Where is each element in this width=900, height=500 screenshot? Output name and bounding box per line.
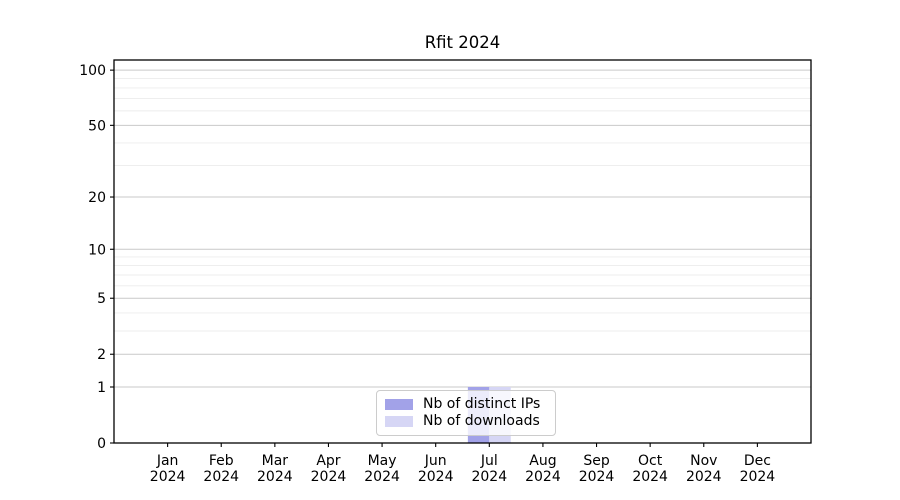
x-tick-year-label: 2024 [525, 469, 561, 485]
x-tick-year-label: 2024 [203, 469, 239, 485]
x-tick-label: Aug [529, 453, 556, 469]
x-tick-year-label: 2024 [311, 469, 347, 485]
x-tick-label: Feb [209, 453, 234, 469]
x-tick-label: Jan [156, 453, 179, 469]
x-tick-year-label: 2024 [364, 469, 400, 485]
legend-label-distinct-ips: Nb of distinct IPs [423, 395, 541, 412]
legend-swatch-distinct-ips [385, 398, 413, 410]
plot-frame [113, 59, 812, 444]
y-tick-label: 0 [97, 436, 106, 452]
y-tick-label: 1 [97, 380, 106, 396]
x-tick-year-label: 2024 [471, 469, 507, 485]
x-tick-label: Oct [638, 453, 663, 469]
legend: Nb of distinct IPs Nb of downloads [376, 390, 556, 436]
x-tick-label: Nov [690, 453, 717, 469]
x-tick-year-label: 2024 [150, 469, 186, 485]
y-tick-label: 20 [88, 190, 106, 206]
chart-title: Rfit 2024 [424, 33, 501, 52]
x-tick-label: Dec [744, 453, 771, 469]
y-tick-label: 100 [79, 63, 106, 79]
x-tick-label: Jun [424, 453, 447, 469]
x-tick-label: Apr [316, 453, 340, 469]
x-tick-year-label: 2024 [418, 469, 454, 485]
legend-label-downloads: Nb of downloads [423, 412, 540, 429]
y-tick-label: 5 [97, 291, 106, 307]
x-tick-year-label: 2024 [686, 469, 722, 485]
x-tick-year-label: 2024 [632, 469, 668, 485]
y-tick-label: 10 [88, 242, 106, 258]
y-tick-label: 50 [88, 118, 106, 134]
y-tick-label: 2 [97, 347, 106, 363]
legend-item-downloads: Nb of downloads [385, 412, 547, 429]
x-tick-label: Jul [480, 453, 498, 469]
x-tick-label: May [368, 453, 397, 469]
x-tick-year-label: 2024 [740, 469, 776, 485]
x-tick-label: Sep [583, 453, 610, 469]
x-tick-year-label: 2024 [579, 469, 615, 485]
legend-swatch-downloads [385, 416, 413, 428]
legend-item-distinct-ips: Nb of distinct IPs [385, 395, 547, 412]
x-tick-year-label: 2024 [257, 469, 293, 485]
x-tick-label: Mar [262, 453, 289, 469]
